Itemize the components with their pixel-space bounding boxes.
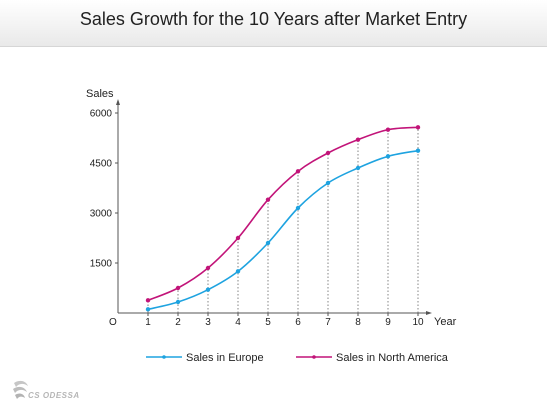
x-axis-title: Year	[434, 316, 457, 328]
x-tick-label-8: 8	[355, 317, 361, 328]
data-point-north-america-3	[205, 265, 211, 271]
data-point-europe-7	[325, 180, 331, 186]
origin-label: O	[109, 317, 117, 328]
data-point-north-america-4	[235, 235, 241, 241]
data-point-europe-3	[205, 287, 211, 292]
y-tick-label-3000: 3000	[90, 209, 113, 220]
data-point-europe-6	[295, 205, 301, 211]
legend-marker-north-america	[312, 355, 316, 359]
legend-label-north-america: Sales in North America	[336, 352, 449, 364]
legend-label-europe: Sales in Europe	[186, 352, 264, 364]
series-line-north-america	[147, 126, 419, 302]
data-point-north-america-1	[145, 298, 151, 303]
x-tick-label-3: 3	[205, 317, 211, 328]
data-point-europe-4	[235, 269, 241, 274]
logo-emblem-icon	[13, 380, 28, 399]
x-tick-label-5: 5	[265, 317, 271, 328]
x-tick-label-1: 1	[145, 317, 151, 328]
legend-marker-europe	[162, 355, 166, 359]
series-line-europe	[147, 149, 419, 311]
y-axis-title: Sales	[86, 88, 114, 100]
data-point-north-america-6	[295, 169, 301, 174]
data-point-europe-2	[175, 299, 181, 305]
x-tick-label-9: 9	[385, 317, 391, 328]
header-bar: Sales Growth for the 10 Years after Mark…	[0, 0, 547, 47]
data-point-europe-1	[145, 307, 151, 312]
x-axis-arrow	[426, 311, 432, 315]
x-tick-label-10: 10	[412, 317, 424, 328]
x-tick-label-2: 2	[175, 317, 181, 328]
x-tick-label-6: 6	[295, 317, 301, 328]
data-point-europe-10	[415, 148, 421, 153]
y-tick-label-1500: 1500	[90, 259, 113, 270]
data-point-europe-8	[355, 165, 361, 171]
data-point-north-america-9	[385, 127, 391, 132]
data-point-north-america-10	[415, 125, 421, 130]
data-point-europe-5	[265, 240, 271, 246]
data-point-north-america-8	[355, 137, 361, 142]
x-tick-label-7: 7	[325, 317, 331, 328]
data-point-north-america-5	[265, 197, 271, 202]
y-tick-label-4500: 4500	[90, 159, 113, 170]
data-point-europe-9	[385, 154, 391, 159]
page-title: Sales Growth for the 10 Years after Mark…	[79, 9, 468, 29]
x-tick-label-4: 4	[235, 317, 241, 328]
y-tick-label-6000: 6000	[90, 109, 113, 120]
y-axis-arrow	[116, 99, 120, 105]
logo-text: CS ODESSA	[28, 391, 80, 400]
company-logo: CS ODESSA	[10, 377, 120, 403]
data-point-north-america-7	[325, 150, 331, 156]
data-point-north-america-2	[175, 285, 181, 291]
